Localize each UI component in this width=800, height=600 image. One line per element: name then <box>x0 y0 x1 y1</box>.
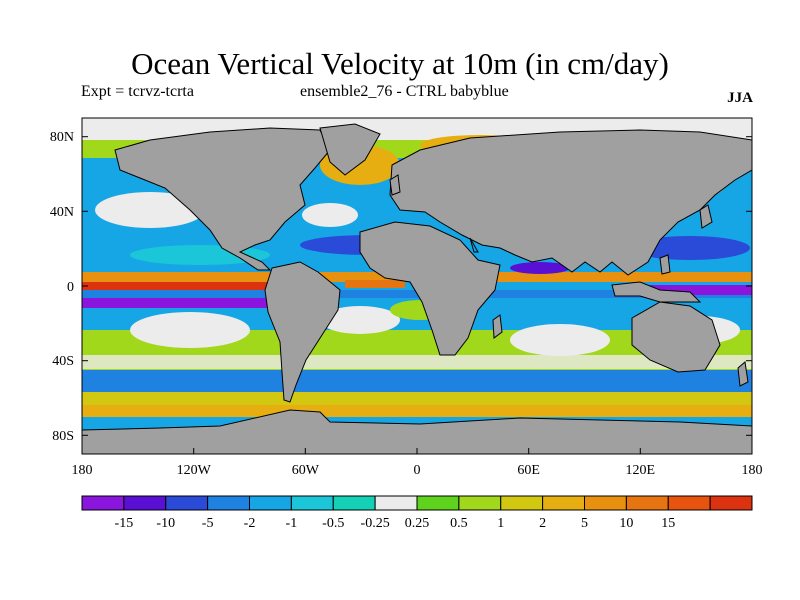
japan <box>699 204 713 229</box>
colorbar-label: 5 <box>581 516 588 531</box>
land-masses <box>82 123 752 454</box>
colorbar-label: 1 <box>497 516 504 531</box>
south-america <box>264 261 341 403</box>
antarctica <box>82 409 752 454</box>
colorbar-label: -0.5 <box>322 516 344 531</box>
season-label: JJA <box>727 90 753 106</box>
colorbar-box <box>374 495 418 511</box>
colorbar-label: 2 <box>539 516 546 531</box>
lon-label-180e: 180 <box>742 463 763 478</box>
lon-label-0: 0 <box>414 463 421 478</box>
experiment-label: Expt = tcrvz-tcrta <box>81 83 194 100</box>
colorbar-box <box>332 495 376 511</box>
colorbar-box <box>416 495 460 511</box>
north-america <box>114 127 331 271</box>
colorbar <box>81 495 753 511</box>
colorbar-box <box>584 495 627 511</box>
colorbar-label: -0.25 <box>361 516 390 531</box>
ensemble-label: ensemble2_76 - CTRL babyblue <box>300 83 509 100</box>
colorbar-box <box>249 495 292 511</box>
colorbar-label: 0.25 <box>405 516 430 531</box>
lon-label-180w: 180 <box>72 463 93 478</box>
lon-label-60e: 60E <box>517 463 540 478</box>
colorbar-label: -1 <box>286 516 298 531</box>
colorbar-box <box>625 495 669 511</box>
colorbar-label: -15 <box>115 516 134 531</box>
colorbar-box <box>207 495 250 511</box>
lat-label-80s: 80S <box>52 429 74 444</box>
colorbar-label: 15 <box>661 516 675 531</box>
colorbar-label: -5 <box>202 516 214 531</box>
madagascar <box>492 314 503 339</box>
eurasia <box>389 129 752 276</box>
new-zealand <box>737 361 749 387</box>
philippines <box>659 254 671 275</box>
british-isles <box>389 174 401 196</box>
colorbar-label: -10 <box>156 516 175 531</box>
indonesia <box>611 281 702 303</box>
lat-label-40n: 40N <box>50 205 74 220</box>
colorbar-box <box>81 495 125 511</box>
colorbar-box <box>542 495 585 511</box>
map-title: Ocean Vertical Velocity at 10m (in cm/da… <box>131 46 669 81</box>
colorbar-box <box>165 495 209 511</box>
colorbar-box <box>123 495 167 511</box>
lat-label-eq: 0 <box>67 280 74 295</box>
lon-label-120e: 120E <box>626 463 656 478</box>
colorbar-label: 10 <box>619 516 633 531</box>
africa <box>359 221 501 356</box>
lat-label-40s: 40S <box>52 354 74 369</box>
red-sea <box>469 237 479 253</box>
colorbar-box <box>290 495 334 511</box>
lon-label-60w: 60W <box>292 463 320 478</box>
colorbar-labels: -15 -10 -5 -2 -1 -0.5 -0.25 0.25 0.5 1 2 5 10 15 <box>115 516 676 531</box>
lat-label-80n: 80N <box>50 130 74 145</box>
colorbar-box <box>709 495 753 511</box>
colorbar-box <box>500 495 544 511</box>
colorbar-label: 0.5 <box>450 516 468 531</box>
colorbar-box <box>458 495 502 511</box>
colorbar-box <box>667 495 711 511</box>
colorbar-label: -2 <box>244 516 256 531</box>
australia <box>631 301 721 373</box>
lon-label-120w: 120W <box>177 463 212 478</box>
greenland <box>319 123 381 176</box>
